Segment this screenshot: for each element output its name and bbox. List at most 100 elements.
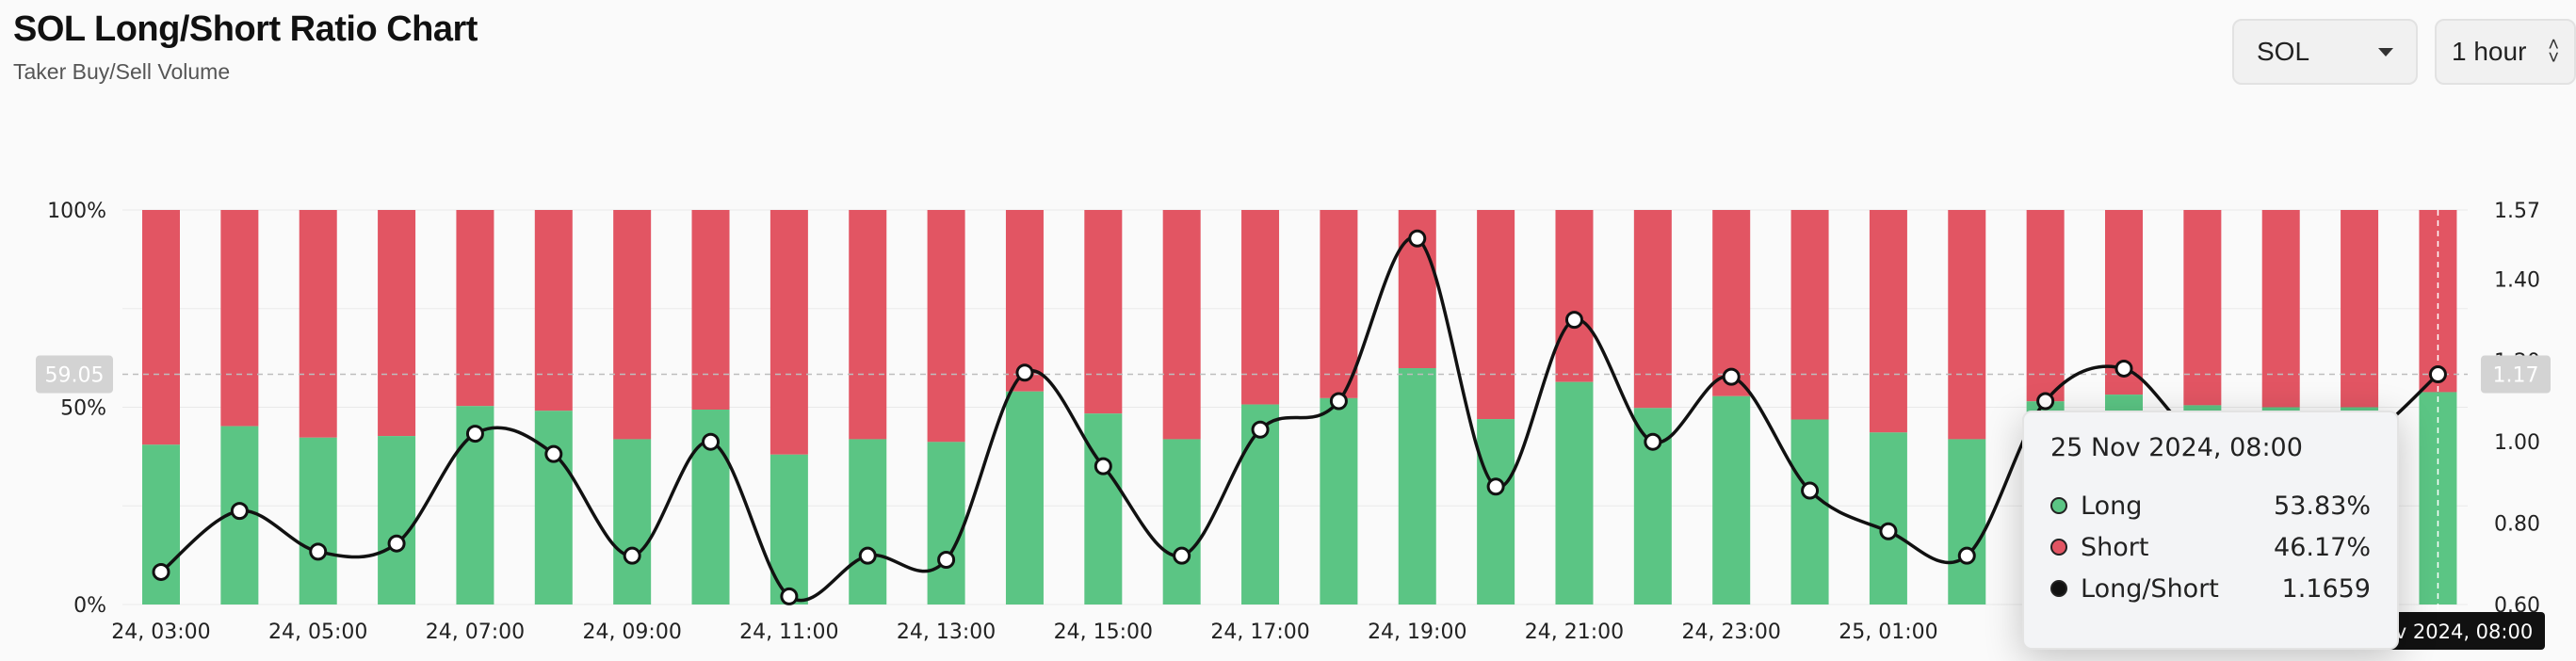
tooltip-ratio-value: 1.1659 <box>2281 573 2371 604</box>
long-bar <box>1712 395 1751 605</box>
long-bar <box>299 437 337 605</box>
long-bar <box>1084 413 1123 605</box>
tooltip-row-ratio: Long/Short 1.1659 <box>2050 568 2371 609</box>
symbol-select-value: SOL <box>2257 37 2310 66</box>
ratio-point <box>1251 420 1270 439</box>
short-bar <box>534 210 573 411</box>
x-axis-tick-label: 25, 01:00 <box>1839 621 1937 644</box>
up-down-chevron-icon: ˄ ˅ <box>2548 35 2559 69</box>
long-bar <box>378 436 416 605</box>
ratio-point <box>387 534 406 553</box>
page-title: SOL Long/Short Ratio Chart <box>13 9 478 49</box>
ratio-point <box>1094 457 1112 476</box>
long-bar <box>1477 419 1515 605</box>
ratio-point <box>1564 311 1583 330</box>
chart-tooltip: 25 Nov 2024, 08:00 Long 53.83% Short 46.… <box>2022 411 2399 650</box>
long-bar <box>1869 432 1907 605</box>
short-bar <box>1948 210 1986 440</box>
tooltip-short-label: Short <box>2081 532 2149 562</box>
chart-header: SOL Long/Short Ratio Chart Taker Buy/Sel… <box>13 9 478 85</box>
x-axis-tick-label: 24, 07:00 <box>426 621 525 644</box>
y-axis-tick-label: 50% <box>60 397 106 421</box>
tooltip-row-long: Long 53.83% <box>2050 485 2371 526</box>
x-axis-tick-label: 24, 15:00 <box>1054 621 1153 644</box>
ratio-axis-tick-label: 1.57 <box>2494 200 2540 223</box>
crosshair-right-value: 1.17 <box>2493 364 2539 388</box>
short-bar <box>1241 210 1280 405</box>
ratio-point <box>1015 363 1034 382</box>
short-bar <box>456 210 494 407</box>
short-bar <box>1869 210 1907 433</box>
interval-select-value: 1 hour <box>2452 37 2527 66</box>
tooltip-row-short: Short 46.17% <box>2050 526 2371 568</box>
long-bar <box>1005 391 1044 605</box>
tooltip-ratio-label: Long/Short <box>2081 573 2219 604</box>
ratio-point <box>1173 546 1191 565</box>
long-bar <box>1948 439 1986 605</box>
short-bar <box>613 210 652 440</box>
tooltip-title: 25 Nov 2024, 08:00 <box>2050 433 2303 462</box>
x-axis-tick-label: 24, 13:00 <box>897 621 996 644</box>
ratio-point <box>780 587 799 605</box>
short-bar <box>1555 210 1594 382</box>
chevron-down-icon <box>2378 47 2393 56</box>
short-bar <box>1712 210 1751 396</box>
short-bar <box>1005 210 1044 392</box>
x-axis-tick-label: 24, 11:00 <box>739 621 838 644</box>
x-axis-tick-label: 24, 17:00 <box>1210 621 1309 644</box>
tooltip-short-value: 46.17% <box>2274 532 2371 562</box>
short-bar <box>770 210 808 455</box>
long-bar <box>534 411 573 605</box>
ratio-axis-tick-label: 0.80 <box>2494 513 2540 537</box>
ratio-point <box>465 425 484 443</box>
ratio-dot-icon <box>2050 580 2067 597</box>
ratio-axis-tick-label: 1.40 <box>2494 268 2540 292</box>
short-bar <box>1633 210 1672 409</box>
ratio-point <box>1644 432 1662 451</box>
crosshair-left-value: 59.05 <box>45 364 105 388</box>
ratio-point <box>1722 367 1741 386</box>
y-axis-tick-label: 100% <box>47 200 106 223</box>
ratio-point <box>2428 365 2447 384</box>
tooltip-long-label: Long <box>2081 491 2143 521</box>
ratio-point <box>1957 546 1976 565</box>
ratio-point <box>937 550 956 569</box>
y-axis-tick-label: 0% <box>73 594 106 618</box>
ratio-point <box>230 502 249 521</box>
short-bar <box>378 210 416 437</box>
symbol-select[interactable]: SOL <box>2232 19 2418 85</box>
short-bar <box>1320 210 1358 398</box>
ratio-point <box>858 546 877 565</box>
crosshair-left-badge <box>36 355 113 394</box>
short-bar <box>142 210 180 445</box>
long-bar <box>1320 397 1358 605</box>
ratio-point <box>544 444 563 463</box>
long-bar <box>1398 368 1436 605</box>
ratio-point <box>1408 229 1427 248</box>
x-axis-tick-label: 24, 19:00 <box>1368 621 1466 644</box>
short-bar <box>2183 210 2222 406</box>
long-bar <box>770 454 808 605</box>
interval-select[interactable]: 1 hour ˄ ˅ <box>2435 19 2576 85</box>
ratio-point <box>2036 392 2055 411</box>
x-axis-tick-label: 24, 03:00 <box>111 621 210 644</box>
long-bar <box>613 439 652 605</box>
short-bar <box>1790 210 1829 420</box>
short-bar <box>1162 210 1201 440</box>
short-bar <box>927 210 965 443</box>
long-bar <box>1162 439 1201 605</box>
ratio-axis-tick-label: 1.00 <box>2494 431 2540 455</box>
ratio-point <box>1486 477 1505 496</box>
short-bar <box>2026 210 2065 402</box>
ratio-point <box>2114 359 2133 378</box>
short-bar <box>1084 210 1123 414</box>
x-axis-tick-label: 24, 09:00 <box>582 621 681 644</box>
page-subtitle: Taker Buy/Sell Volume <box>13 59 231 84</box>
ratio-point <box>702 432 721 451</box>
short-bar <box>849 210 887 440</box>
short-bar <box>2261 210 2300 408</box>
short-bar <box>691 210 730 411</box>
x-axis-tick-label: 24, 21:00 <box>1525 621 1624 644</box>
chart-controls: SOL 1 hour ˄ ˅ <box>2232 19 2576 85</box>
